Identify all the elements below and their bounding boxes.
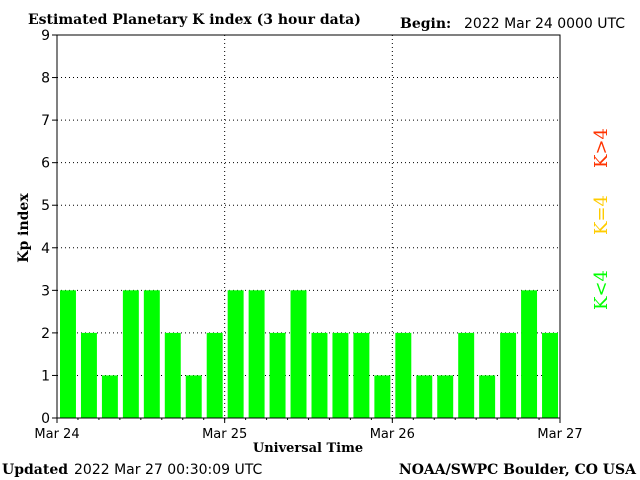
plot-area: 0 1 2 3 4 5 6 7 8 9 Mar 24 Mar 25 Mar 26 Mar 27 bbox=[34, 28, 582, 442]
x-axis-label: Universal Time bbox=[253, 441, 363, 456]
kp-bar bbox=[248, 290, 265, 418]
legend-k-greater-4: K>4 bbox=[591, 128, 612, 168]
y-tick-label: 5 bbox=[41, 198, 50, 214]
kp-bar bbox=[227, 290, 244, 418]
kp-bar bbox=[80, 332, 97, 418]
kp-bar bbox=[269, 332, 286, 418]
kp-bar bbox=[332, 332, 349, 418]
legend-k-equal-4: K=4 bbox=[591, 195, 612, 235]
kp-bar bbox=[479, 375, 496, 418]
legend-k-less-4: K<4 bbox=[591, 270, 612, 310]
begin-value: 2022 Mar 24 0000 UTC bbox=[464, 16, 625, 32]
kp-bar bbox=[458, 332, 475, 418]
y-tick-label: 2 bbox=[41, 326, 50, 342]
kp-bar bbox=[164, 332, 181, 418]
kp-bar bbox=[353, 332, 370, 418]
updated-value: 2022 Mar 27 00:30:09 UTC bbox=[74, 462, 263, 478]
chart-title: Estimated Planetary K index (3 hour data… bbox=[28, 12, 361, 28]
kp-bar bbox=[206, 332, 223, 418]
updated-label: Updated bbox=[2, 462, 68, 478]
y-tick-label: 6 bbox=[41, 156, 50, 172]
y-tick-label: 3 bbox=[41, 283, 50, 299]
kp-bar bbox=[521, 290, 538, 418]
y-tick-label: 8 bbox=[41, 71, 50, 87]
y-axis-label: Kp index bbox=[16, 193, 32, 263]
kp-bar bbox=[311, 332, 328, 418]
x-tick-label: Mar 25 bbox=[202, 427, 247, 442]
kp-bar bbox=[143, 290, 160, 418]
begin-label: Begin: bbox=[400, 16, 451, 32]
y-tick-label: 9 bbox=[41, 28, 50, 44]
kp-bar bbox=[500, 332, 517, 418]
kp-bar bbox=[374, 375, 391, 418]
kp-bar bbox=[185, 375, 202, 418]
x-tick-label: Mar 24 bbox=[34, 427, 79, 442]
kp-bar bbox=[60, 290, 76, 418]
x-tick-label: Mar 27 bbox=[537, 427, 582, 442]
kp-bar bbox=[437, 375, 454, 418]
kp-bar bbox=[122, 290, 139, 418]
y-tick-label: 7 bbox=[41, 113, 50, 129]
y-tick-label: 0 bbox=[41, 411, 50, 427]
source-credit: NOAA/SWPC Boulder, CO USA bbox=[399, 462, 637, 478]
y-tick-label: 4 bbox=[41, 241, 50, 257]
kp-bar bbox=[101, 375, 118, 418]
kp-bar bbox=[416, 375, 433, 418]
y-tick-label: 1 bbox=[41, 368, 50, 384]
kp-bar bbox=[395, 332, 412, 418]
kp-bar bbox=[542, 332, 558, 418]
kp-bar bbox=[290, 290, 307, 418]
x-tick-label: Mar 26 bbox=[370, 427, 415, 442]
